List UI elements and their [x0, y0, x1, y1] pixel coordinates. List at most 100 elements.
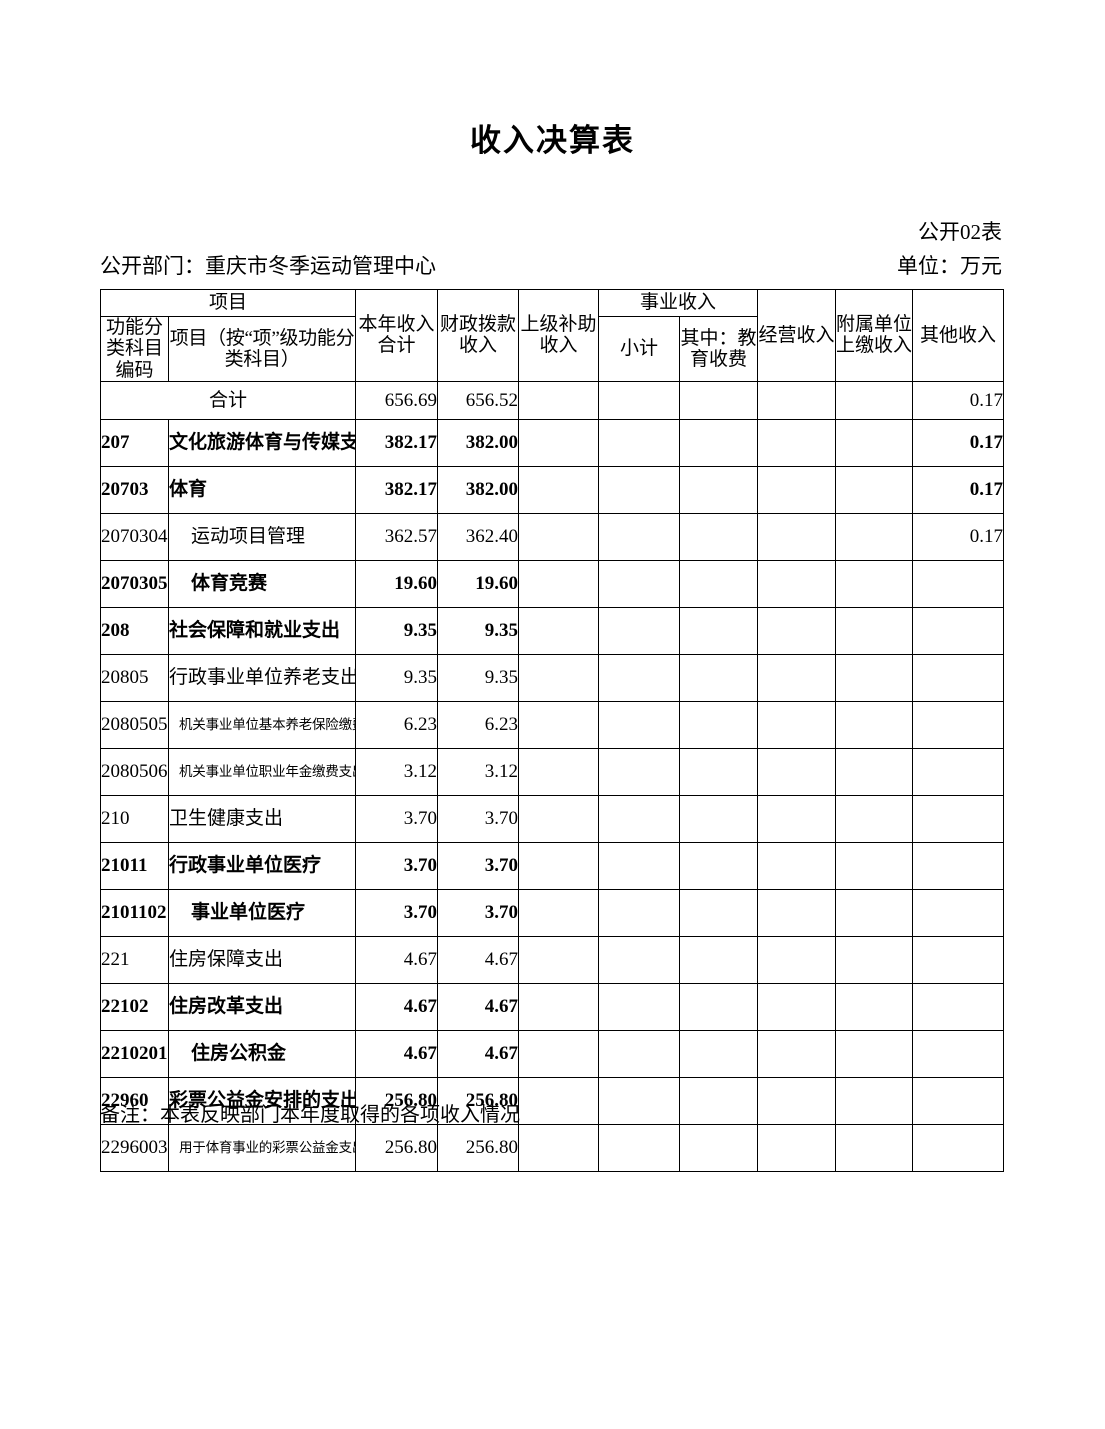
row-year-total-cell: 9.35	[355, 653, 439, 702]
row-business-subtotal-cell	[598, 841, 681, 890]
row-superior-cell	[518, 935, 600, 984]
row-fiscal-cell: 3.70	[437, 794, 520, 843]
row-business-subtotal-cell	[598, 935, 681, 984]
row-other-cell	[912, 794, 1005, 843]
row-fiscal-cell: 6.23	[437, 700, 520, 749]
table-body: 合计 656.69 656.52 0.17 207文化旅游体育与传媒支出382.…	[99, 380, 1005, 1172]
header-other-income: 其他收入	[912, 289, 1005, 382]
row-affiliate-cell	[835, 935, 914, 984]
header-affiliate-remittance: 附属单位上缴收入	[835, 289, 914, 382]
row-other-cell: 0.17	[912, 512, 1005, 561]
header-item-name: 项目（按“项”级功能分类科目）	[167, 316, 357, 382]
row-superior-cell	[518, 1029, 600, 1078]
row-superior-cell	[518, 794, 600, 843]
row-year-total-cell: 6.23	[355, 700, 439, 749]
table-row: 2210201 住房公积金 4.67 4.67	[100, 1029, 1005, 1078]
row-operating-cell	[757, 982, 837, 1031]
row-business-edu-cell	[679, 653, 759, 702]
row-business-subtotal-cell	[598, 1076, 681, 1125]
row-function-code: 2101102	[100, 888, 169, 937]
header-row-sub: 功能分类科目编码 项目（按“项”级功能分类科目） 小计 其中：教育收费	[100, 316, 1004, 382]
row-item-name: 用于体育事业的彩票公益金支出	[167, 1123, 357, 1172]
row-year-total-cell: 9.35	[355, 606, 439, 655]
header-year-total: 本年收入合计	[355, 289, 439, 382]
row-other-cell	[912, 1029, 1005, 1078]
row-year-total-cell: 3.12	[355, 747, 439, 796]
row-fiscal-cell: 4.67	[437, 1029, 520, 1078]
row-other-cell	[912, 935, 1005, 984]
row-function-code: 2080505	[100, 700, 169, 749]
row-superior-cell	[518, 700, 600, 749]
row-function-code: 2070304	[100, 512, 169, 561]
row-year-total-cell: 382.17	[355, 418, 439, 467]
row-fiscal-cell: 9.35	[437, 653, 520, 702]
row-operating-cell	[757, 418, 837, 467]
row-superior-cell	[518, 888, 600, 937]
row-affiliate-cell	[835, 512, 914, 561]
row-business-subtotal-cell	[598, 418, 681, 467]
header-row-group: 项目 本年收入合计 财政拨款收入 上级补助收入 事业收入 经营收入 附属单位上缴…	[99, 289, 1005, 382]
header-business-subtotal: 小计	[598, 316, 681, 382]
row-business-subtotal-cell	[598, 700, 681, 749]
department-label: 公开部门：重庆市冬季运动管理中心	[100, 254, 436, 278]
row-operating-cell	[757, 841, 837, 890]
row-other-cell	[912, 747, 1005, 796]
page-title: 收入决算表	[470, 123, 635, 159]
row-business-edu-cell	[679, 465, 759, 514]
table-row: 2080505机关事业单位基本养老保险缴费支出6.236.23	[100, 700, 1005, 749]
row-function-code: 221	[100, 935, 169, 984]
row-year-total-cell: 3.70	[355, 794, 439, 843]
table-row: 22102 住房改革支出 4.67 4.67	[100, 982, 1005, 1031]
row-affiliate-cell	[835, 1076, 914, 1125]
row-superior-cell	[518, 559, 600, 608]
row-item-name: 住房改革支出	[167, 982, 357, 1031]
row-business-edu-cell	[679, 747, 759, 796]
header-business-education-fee: 其中：教育收费	[679, 316, 759, 382]
row-superior-cell	[518, 606, 600, 655]
row-affiliate-cell	[835, 841, 914, 890]
row-operating-cell	[757, 935, 837, 984]
row-business-edu-cell	[679, 841, 759, 890]
row-operating-cell	[757, 465, 837, 514]
row-year-total-cell: 382.17	[355, 465, 439, 514]
row-fiscal-cell: 4.67	[437, 935, 520, 984]
row-function-code: 207	[100, 418, 169, 467]
total-superior-cell	[518, 380, 600, 420]
row-fiscal-cell: 382.00	[437, 465, 520, 514]
row-operating-cell	[757, 653, 837, 702]
row-year-total-cell: 362.57	[355, 512, 439, 561]
row-business-edu-cell	[679, 935, 759, 984]
income-final-accounts-table: 项目 本年收入合计 财政拨款收入 上级补助收入 事业收入 经营收入 附属单位上缴…	[99, 289, 1005, 1172]
row-item-name: 体育竞赛	[167, 559, 357, 608]
row-item-name: 事业单位医疗	[167, 888, 357, 937]
row-item-name: 机关事业单位基本养老保险缴费支出	[167, 700, 357, 749]
row-year-total-cell: 256.80	[355, 1076, 439, 1125]
row-other-cell	[912, 700, 1005, 749]
row-other-cell: 0.17	[912, 465, 1005, 514]
row-superior-cell	[518, 1123, 600, 1172]
total-business-subtotal-cell	[598, 380, 681, 420]
row-year-total-cell: 3.70	[355, 888, 439, 937]
total-operating-cell	[757, 380, 837, 420]
row-function-code: 210	[100, 794, 169, 843]
row-business-edu-cell	[679, 700, 759, 749]
row-other-cell	[912, 606, 1005, 655]
table-row: 2296003 用于体育事业的彩票公益金支出 256.80 256.80	[100, 1123, 1005, 1172]
row-affiliate-cell	[835, 606, 914, 655]
row-affiliate-cell	[835, 700, 914, 749]
row-superior-cell	[518, 512, 600, 561]
table-row: 2070304 运动项目管理 362.57 362.40 0.17	[100, 512, 1005, 561]
row-item-name: 卫生健康支出	[167, 794, 357, 843]
row-year-total-cell: 4.67	[355, 935, 439, 984]
row-other-cell	[912, 1123, 1005, 1172]
row-item-name: 行政事业单位养老支出	[167, 653, 357, 702]
row-fiscal-cell: 3.12	[437, 747, 520, 796]
row-function-code: 20703	[100, 465, 169, 514]
table-row: 2080506 机关事业单位职业年金缴费支出 3.12 3.12	[100, 747, 1005, 796]
table-row: 20805 行政事业单位养老支出 9.35 9.35	[100, 653, 1005, 702]
row-affiliate-cell	[835, 1123, 914, 1172]
row-item-name: 住房公积金	[167, 1029, 357, 1078]
row-business-edu-cell	[679, 1076, 759, 1125]
